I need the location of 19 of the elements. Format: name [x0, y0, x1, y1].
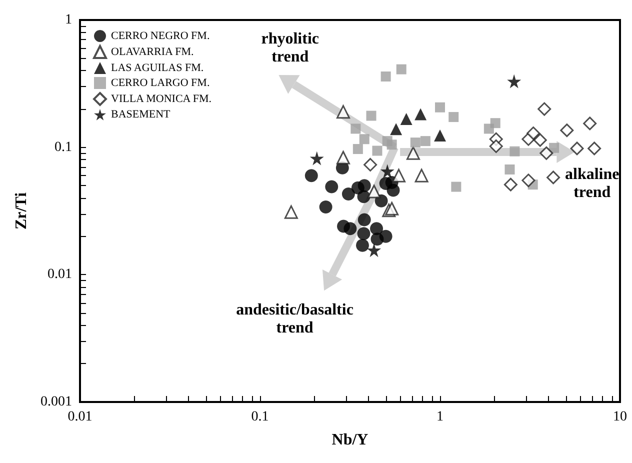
y-tick-label: 0.001 — [40, 394, 72, 410]
legend-label: VILLA MONICA FM. — [111, 93, 212, 105]
y-axis-title: Zr/Ti — [13, 192, 30, 230]
annotation: rhyolitic trend — [261, 30, 319, 66]
annotation: andesitic/basaltic trend — [236, 301, 354, 336]
x-axis-title: Nb/Y — [332, 432, 369, 448]
y-tick-label: 0.1 — [54, 140, 72, 155]
legend-label: CERRO LARGO FM. — [111, 77, 210, 89]
x-tick-label: 10 — [613, 410, 627, 424]
y-tick-label: 1 — [65, 12, 72, 28]
x-tick-label: 0.1 — [251, 410, 269, 424]
x-tick-label: 0.01 — [68, 410, 92, 424]
y-tick-label: 0.01 — [48, 267, 72, 282]
legend-label: BASEMENT — [111, 108, 171, 121]
x-tick-label: 1 — [436, 410, 444, 424]
legend-label: OLAVARRIA FM. — [111, 46, 194, 58]
legend-label: CERRO NEGRO FM. — [111, 30, 210, 42]
legend-label: LAS AGUILAS FM. — [111, 62, 204, 74]
annotation: alkaline trend — [565, 166, 620, 201]
